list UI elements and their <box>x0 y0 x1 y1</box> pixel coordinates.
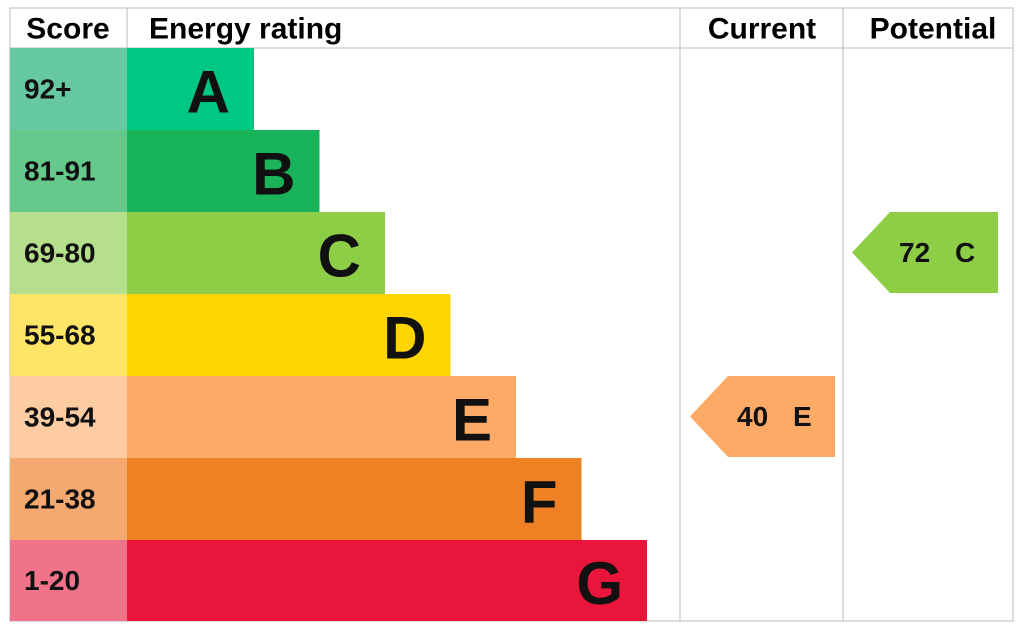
score-cell <box>10 458 127 540</box>
rating-letter: G <box>576 550 623 617</box>
rating-bar <box>127 212 385 294</box>
potential-value: 72 <box>899 237 930 268</box>
rating-letter: E <box>452 387 492 454</box>
score-label: 39-54 <box>24 402 96 433</box>
score-label: 81-91 <box>24 156 96 187</box>
current-arrow <box>690 376 835 457</box>
rating-bar <box>127 130 320 212</box>
score-cell <box>10 48 127 130</box>
rating-letter: C <box>318 223 361 290</box>
score-label: 55-68 <box>24 320 96 351</box>
score-label: 69-80 <box>24 238 96 269</box>
header-score: Score <box>26 13 109 46</box>
score-cell <box>10 294 127 376</box>
current-value: 40 <box>737 401 768 432</box>
score-cell <box>10 540 127 621</box>
rating-letter: D <box>383 305 426 372</box>
rating-letter: A <box>187 59 230 126</box>
score-label: 1-20 <box>24 565 80 596</box>
score-label: 21-38 <box>24 484 96 515</box>
header-potential: Potential <box>870 13 997 46</box>
rating-bar <box>127 540 647 621</box>
score-cell <box>10 376 127 458</box>
rating-bar <box>127 376 516 458</box>
score-cell <box>10 130 127 212</box>
potential-arrow <box>852 212 998 293</box>
rating-bar <box>127 294 451 376</box>
rating-bar <box>127 458 582 540</box>
potential-letter: C <box>955 237 975 268</box>
header-rating: Energy rating <box>149 13 342 46</box>
rating-letter: B <box>252 141 295 208</box>
score-cell <box>10 212 127 294</box>
current-letter: E <box>793 401 812 432</box>
score-label: 92+ <box>24 74 72 105</box>
rating-bar <box>127 48 254 130</box>
rating-letter: F <box>521 469 558 536</box>
header-current: Current <box>708 13 816 46</box>
